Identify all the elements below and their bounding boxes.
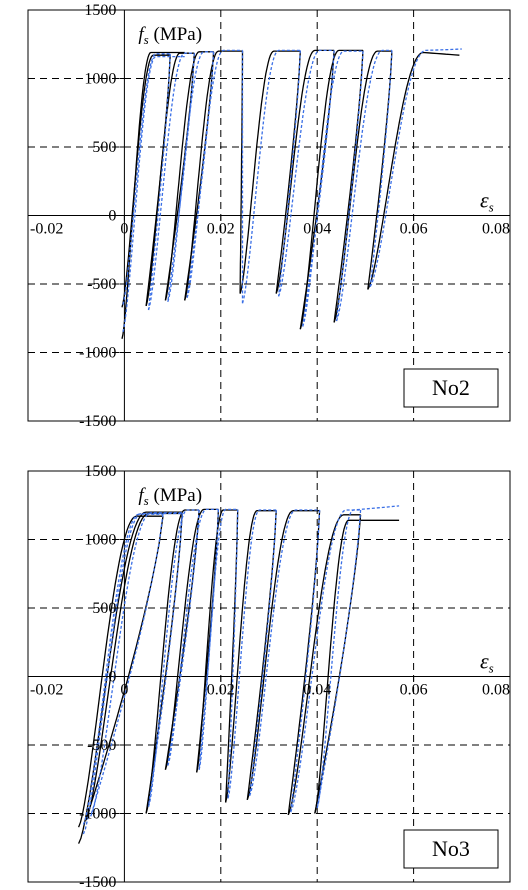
series-experimental — [77, 508, 400, 844]
series-experimental — [121, 49, 460, 339]
x-axis-label: εs — [480, 649, 494, 676]
x-tick-label: 0.06 — [400, 221, 428, 238]
x-tick-label: 0.04 — [303, 682, 331, 699]
curve-cycle-9 — [369, 48, 462, 287]
curve-unload-1 — [90, 514, 164, 817]
curve-unload-7 — [333, 50, 364, 323]
y-tick-label: -1000 — [79, 806, 116, 823]
curve-cycle-5 — [196, 509, 238, 773]
curve-cycle-7 — [249, 509, 320, 796]
specimen-tag-box — [403, 829, 499, 869]
curve-cycle-5 — [198, 508, 238, 770]
curve-envelope — [121, 51, 185, 339]
curve-unload-8 — [369, 50, 393, 287]
x-axis-label: εs — [480, 188, 494, 215]
curve-unload-4 — [239, 51, 244, 294]
x-tick-label: -0.02 — [30, 221, 63, 238]
curve-cycle-8 — [290, 509, 361, 813]
curve-cycle-8 — [333, 50, 392, 323]
specimen-tag: No2 — [432, 375, 470, 400]
y-tick-label: 0 — [108, 208, 116, 225]
curve-unload-8 — [314, 514, 362, 814]
curve-unload-2 — [167, 53, 195, 302]
y-tick-label: -500 — [87, 276, 116, 293]
x-tick-label: 0.08 — [482, 221, 510, 238]
curve-cycle-5 — [239, 50, 301, 294]
curve-cycle-5 — [241, 49, 301, 304]
curve-unload-1 — [147, 53, 171, 311]
curve-cycle-6 — [224, 510, 277, 803]
curve-cycle-2 — [145, 52, 195, 307]
curve-unload-6 — [249, 509, 277, 796]
y-axis-label: fs (MPa) — [138, 485, 202, 508]
curve-unload-2 — [145, 513, 183, 814]
curve-cycle-7 — [246, 510, 320, 801]
curve-unload-8 — [316, 509, 362, 809]
x-tick-label: 0.02 — [207, 221, 235, 238]
series-model — [122, 48, 462, 333]
y-tick-label: 500 — [92, 600, 116, 617]
curve-cycle-2 — [90, 512, 183, 817]
y-tick-label: -1500 — [79, 413, 116, 430]
curve-cycle-4 — [167, 508, 219, 766]
x-tick-label: -0.02 — [30, 682, 63, 699]
curve-unload-4 — [198, 509, 220, 770]
chart-no2: -0.02 0 0.02 0.04 0.06 0.08 -1500 -1000 -500 0 500… — [27, 2, 511, 430]
curve-envelope — [122, 55, 185, 333]
curve-cycle-8 — [335, 49, 392, 322]
specimen-tag-box — [403, 368, 499, 408]
curve-cycle-9 — [314, 519, 400, 814]
x-tick-label: 0 — [120, 221, 128, 238]
series-model — [82, 505, 400, 835]
curve-cycle-3 — [167, 51, 214, 302]
y-tick-label: 1000 — [84, 71, 116, 88]
y-tick-label: -1000 — [79, 345, 116, 362]
x-tick-label: 0 — [120, 682, 128, 699]
curve-unload-6 — [246, 510, 277, 800]
curve-cycle-1 — [121, 54, 171, 308]
curve-unload-6 — [302, 50, 335, 327]
y-tick-label: 0 — [108, 669, 116, 686]
curve-cycle-4 — [186, 49, 243, 298]
chart-no3: -0.02 0 0.02 0.04 0.06 0.08 -1500 -1000 -500 0 500… — [27, 463, 511, 890]
y-tick-label: 500 — [92, 139, 116, 156]
curve-unload-7 — [335, 51, 364, 322]
curve-unload-5 — [275, 51, 301, 294]
curve-cycle-1 — [122, 53, 171, 305]
curve-cycle-9 — [316, 505, 400, 809]
x-tick-label: 0.08 — [482, 682, 510, 699]
curve-cycle-7 — [302, 50, 363, 327]
curve-cycle-8 — [287, 514, 361, 816]
curve-cycle-9 — [367, 51, 460, 290]
curve-unload-7 — [287, 510, 321, 815]
specimen-tag: No3 — [432, 836, 470, 861]
curve-cycle-1 — [77, 515, 163, 828]
curve-cycle-2 — [147, 52, 195, 311]
y-tick-label: -500 — [87, 737, 116, 754]
curve-unload-8 — [367, 51, 393, 290]
curve-cycle-6 — [227, 509, 277, 799]
y-tick-label: 1500 — [84, 2, 116, 19]
curve-cycle-3 — [147, 509, 200, 807]
curve-cycle-7 — [299, 49, 363, 330]
curve-unload-1 — [145, 55, 171, 306]
y-tick-label: -1500 — [79, 874, 116, 890]
y-tick-label: 1000 — [84, 532, 116, 549]
curve-unload-5 — [277, 50, 301, 297]
x-tick-label: 0.04 — [303, 221, 331, 238]
y-tick-label: 1500 — [84, 463, 116, 480]
y-axis-label: fs (MPa) — [138, 24, 202, 47]
curve-cycle-1 — [82, 513, 163, 825]
curve-cycle-6 — [277, 49, 335, 297]
curve-unload-5 — [224, 509, 239, 803]
x-tick-label: 0.02 — [207, 682, 235, 699]
x-tick-label: 0.06 — [400, 682, 428, 699]
curve-cycle-6 — [275, 49, 335, 294]
curve-cycle-3 — [164, 51, 214, 301]
curve-unload-3 — [167, 509, 200, 766]
curve-cycle-4 — [184, 50, 243, 301]
curve-unload-5 — [227, 509, 239, 799]
curve-unload-7 — [290, 509, 321, 813]
